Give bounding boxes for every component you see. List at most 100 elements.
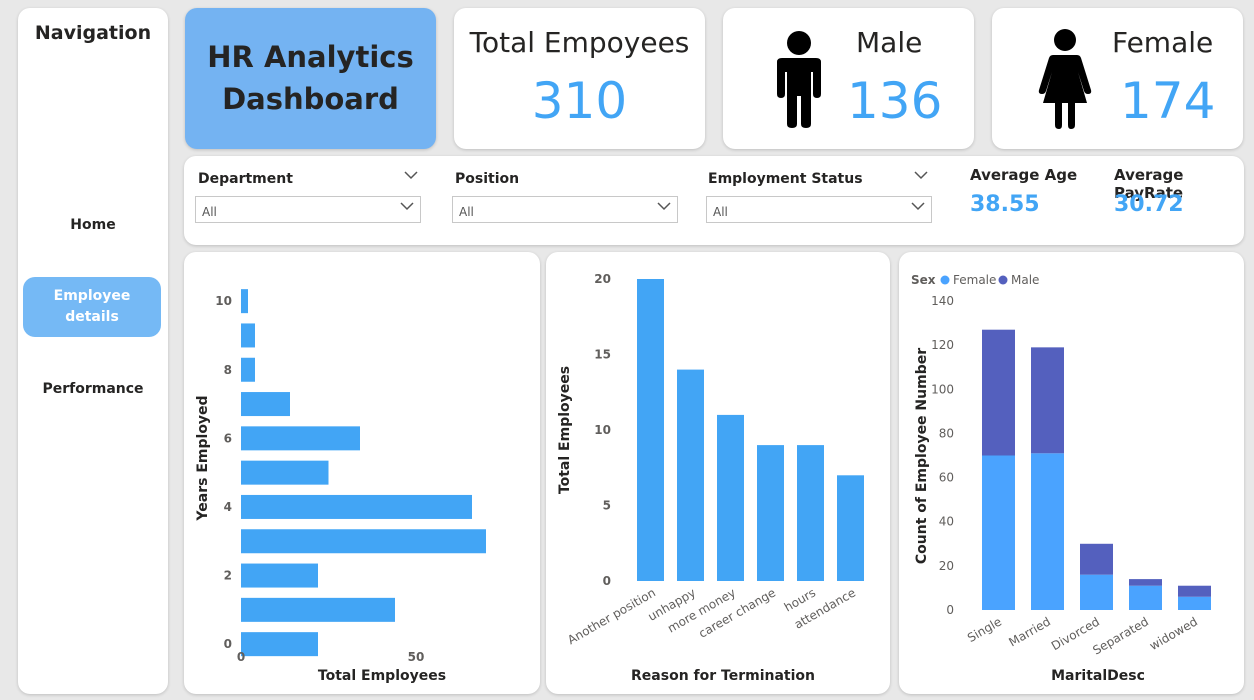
termination-reason-chart-card: 0 5 10 15 20 Another position unhappy more mone… xyxy=(546,252,890,694)
chevron-down-icon[interactable] xyxy=(404,170,418,180)
marital-status-bar-segment[interactable] xyxy=(1031,347,1064,454)
employment-status-select-value: All xyxy=(713,205,728,219)
average-payrate-value: 30.72 xyxy=(1114,192,1184,217)
years-employed-bar[interactable] xyxy=(241,597,395,622)
y-tick-label: 80 xyxy=(939,426,954,440)
nav-employee-details-button[interactable]: Employee details xyxy=(23,277,161,337)
male-person-icon xyxy=(777,31,821,128)
y-tick-label: 0 xyxy=(224,637,232,651)
years-employed-bar[interactable] xyxy=(241,323,255,348)
average-age-value: 38.55 xyxy=(970,192,1040,217)
marital-status-bar-segment[interactable] xyxy=(1129,585,1162,610)
position-filter-label: Position xyxy=(455,171,520,187)
termination-reason-bar[interactable] xyxy=(637,279,664,581)
y-tick-label: 40 xyxy=(939,515,954,529)
termination-reason-bar[interactable] xyxy=(717,414,744,581)
marital-status-bar-segment[interactable] xyxy=(1080,543,1113,575)
y-tick-label: 140 xyxy=(931,294,954,308)
years-employed-bar[interactable] xyxy=(241,289,248,314)
y-tick-label: 20 xyxy=(939,559,954,573)
x-tick-label: widowed xyxy=(1147,614,1200,653)
legend-title: Sex xyxy=(911,273,936,287)
termination-reason-bar[interactable] xyxy=(757,445,784,581)
chevron-down-icon xyxy=(911,202,925,211)
y-tick-label: 15 xyxy=(594,348,611,362)
nav-performance-button[interactable]: Performance xyxy=(42,381,144,397)
employment-status-filter-label: Employment Status xyxy=(708,171,863,187)
marital-status-bar-segment[interactable] xyxy=(1129,579,1162,586)
total-employees-value: 310 xyxy=(531,72,628,130)
position-select[interactable]: All xyxy=(452,196,678,223)
years-employed-bar[interactable] xyxy=(241,494,472,519)
years-employed-bar[interactable] xyxy=(241,563,318,588)
y-axis-title: Total Employees xyxy=(557,366,573,494)
y-axis-title: Count of Employee Number xyxy=(914,348,930,564)
x-tick-label: Separated xyxy=(1090,614,1151,657)
years-employed-bar[interactable] xyxy=(241,357,255,382)
y-tick-label: 5 xyxy=(603,499,611,513)
marital-status-bar-segment[interactable] xyxy=(1080,574,1113,610)
years-employed-bar[interactable] xyxy=(241,392,290,417)
navigation-panel: Navigation Home Employee details Perform… xyxy=(18,8,168,694)
years-employed-chart-card: 0 2 4 6 8 10 0 50 Total Employees Years Employed xyxy=(184,252,540,694)
department-select-value: All xyxy=(202,205,217,219)
filters-panel: Department All Position All Employment S… xyxy=(184,156,1244,245)
dashboard-title-card: HR Analytics Dashboard xyxy=(185,8,436,149)
navigation-title: Navigation xyxy=(34,22,152,44)
male-label: Male xyxy=(856,26,923,59)
x-axis-title: MaritalDesc xyxy=(1051,668,1145,684)
termination-reason-bar[interactable] xyxy=(837,475,864,581)
legend-swatch xyxy=(998,275,1008,285)
y-tick-label: 10 xyxy=(594,423,611,437)
average-payrate-label: Average PayRate xyxy=(1114,166,1184,202)
legend-entry[interactable]: Male xyxy=(1011,273,1039,287)
marital-status-bar-segment[interactable] xyxy=(982,455,1015,611)
marital-status-bar-segment[interactable] xyxy=(1178,596,1211,610)
employment-status-select[interactable]: All xyxy=(706,196,932,223)
female-label: Female xyxy=(1112,26,1214,59)
legend-entry[interactable]: Female xyxy=(953,273,996,287)
years-employed-bar[interactable] xyxy=(241,460,329,485)
female-card: Female 174 xyxy=(992,8,1243,149)
chevron-down-icon[interactable] xyxy=(914,170,928,180)
male-value: 136 xyxy=(847,72,943,130)
y-tick-label: 4 xyxy=(224,500,232,514)
dashboard-title: HR Analytics Dashboard xyxy=(207,40,414,116)
position-select-value: All xyxy=(459,205,474,219)
y-axis-title: Years Employed xyxy=(195,395,211,521)
x-tick-label: 50 xyxy=(408,650,425,664)
marital-status-bar-segment[interactable] xyxy=(1178,585,1211,597)
y-tick-label: 0 xyxy=(946,603,954,617)
nav-home-button[interactable]: Home xyxy=(70,217,116,233)
x-tick-label: Single xyxy=(965,614,1004,645)
x-axis-title: Reason for Termination xyxy=(631,668,815,684)
marital-status-bar-segment[interactable] xyxy=(982,329,1015,456)
years-employed-bar[interactable] xyxy=(241,529,486,554)
y-tick-label: 2 xyxy=(224,569,232,583)
y-tick-label: 0 xyxy=(603,574,611,588)
female-value: 174 xyxy=(1120,72,1216,130)
termination-reason-bar[interactable] xyxy=(677,369,704,581)
female-person-icon xyxy=(1038,29,1092,129)
average-age-label: Average Age xyxy=(970,166,1078,184)
y-tick-label: 6 xyxy=(224,431,232,445)
department-select[interactable]: All xyxy=(195,196,421,223)
years-employed-bar[interactable] xyxy=(241,632,318,657)
chevron-down-icon xyxy=(657,202,671,211)
marital-status-chart-card: Sex Female Male 0 20 40 60 80 100 120 140 Single Mar… xyxy=(899,252,1244,694)
termination-reason-bar[interactable] xyxy=(797,445,824,581)
marital-status-bar-segment[interactable] xyxy=(1031,453,1064,610)
legend-swatch xyxy=(940,275,950,285)
y-tick-label: 60 xyxy=(939,471,954,485)
chevron-down-icon xyxy=(400,202,414,211)
male-card: Male 136 xyxy=(723,8,974,149)
total-employees-label: Total Empoyees xyxy=(469,26,690,59)
x-axis-title: Total Employees xyxy=(318,668,446,684)
years-employed-bar[interactable] xyxy=(241,426,360,451)
x-tick-label: Married xyxy=(1006,614,1053,649)
y-tick-label: 10 xyxy=(215,294,232,308)
department-filter-label: Department xyxy=(198,171,293,187)
x-tick-label: Another position xyxy=(565,585,658,647)
